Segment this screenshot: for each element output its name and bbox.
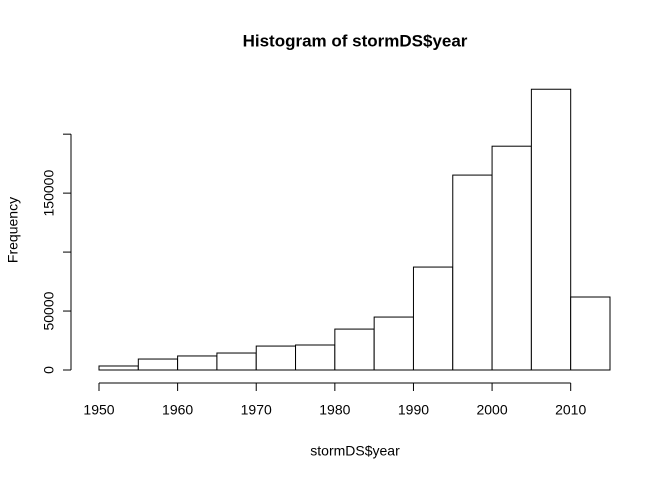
bar <box>530 88 572 371</box>
bar <box>216 352 257 371</box>
bar <box>177 355 218 371</box>
y-tick-label: 0 <box>41 366 57 374</box>
y-axis-label: Frequency <box>5 197 21 263</box>
bar <box>570 296 611 371</box>
x-tick-label: 1970 <box>241 402 272 418</box>
x-tick-label: 2000 <box>476 402 507 418</box>
x-tick-label: 1960 <box>162 402 193 418</box>
x-tick-label: 2010 <box>555 402 586 418</box>
bar <box>412 266 454 371</box>
x-tick-label: 1980 <box>319 402 350 418</box>
y-tick-label: 50000 <box>41 291 57 330</box>
bar <box>452 174 493 371</box>
bar <box>255 345 297 371</box>
bar <box>373 316 414 371</box>
y-tick-label: 150000 <box>41 170 57 217</box>
x-tick-label: 1990 <box>398 402 429 418</box>
x-tick-label: 1950 <box>83 402 114 418</box>
x-axis-label: stormDS$year <box>310 443 400 459</box>
bar <box>491 145 532 371</box>
bar <box>137 358 179 371</box>
bar <box>295 344 336 371</box>
bar <box>98 365 139 371</box>
chart-title: Histogram of stormDS$year <box>243 31 468 50</box>
bar <box>334 328 375 371</box>
